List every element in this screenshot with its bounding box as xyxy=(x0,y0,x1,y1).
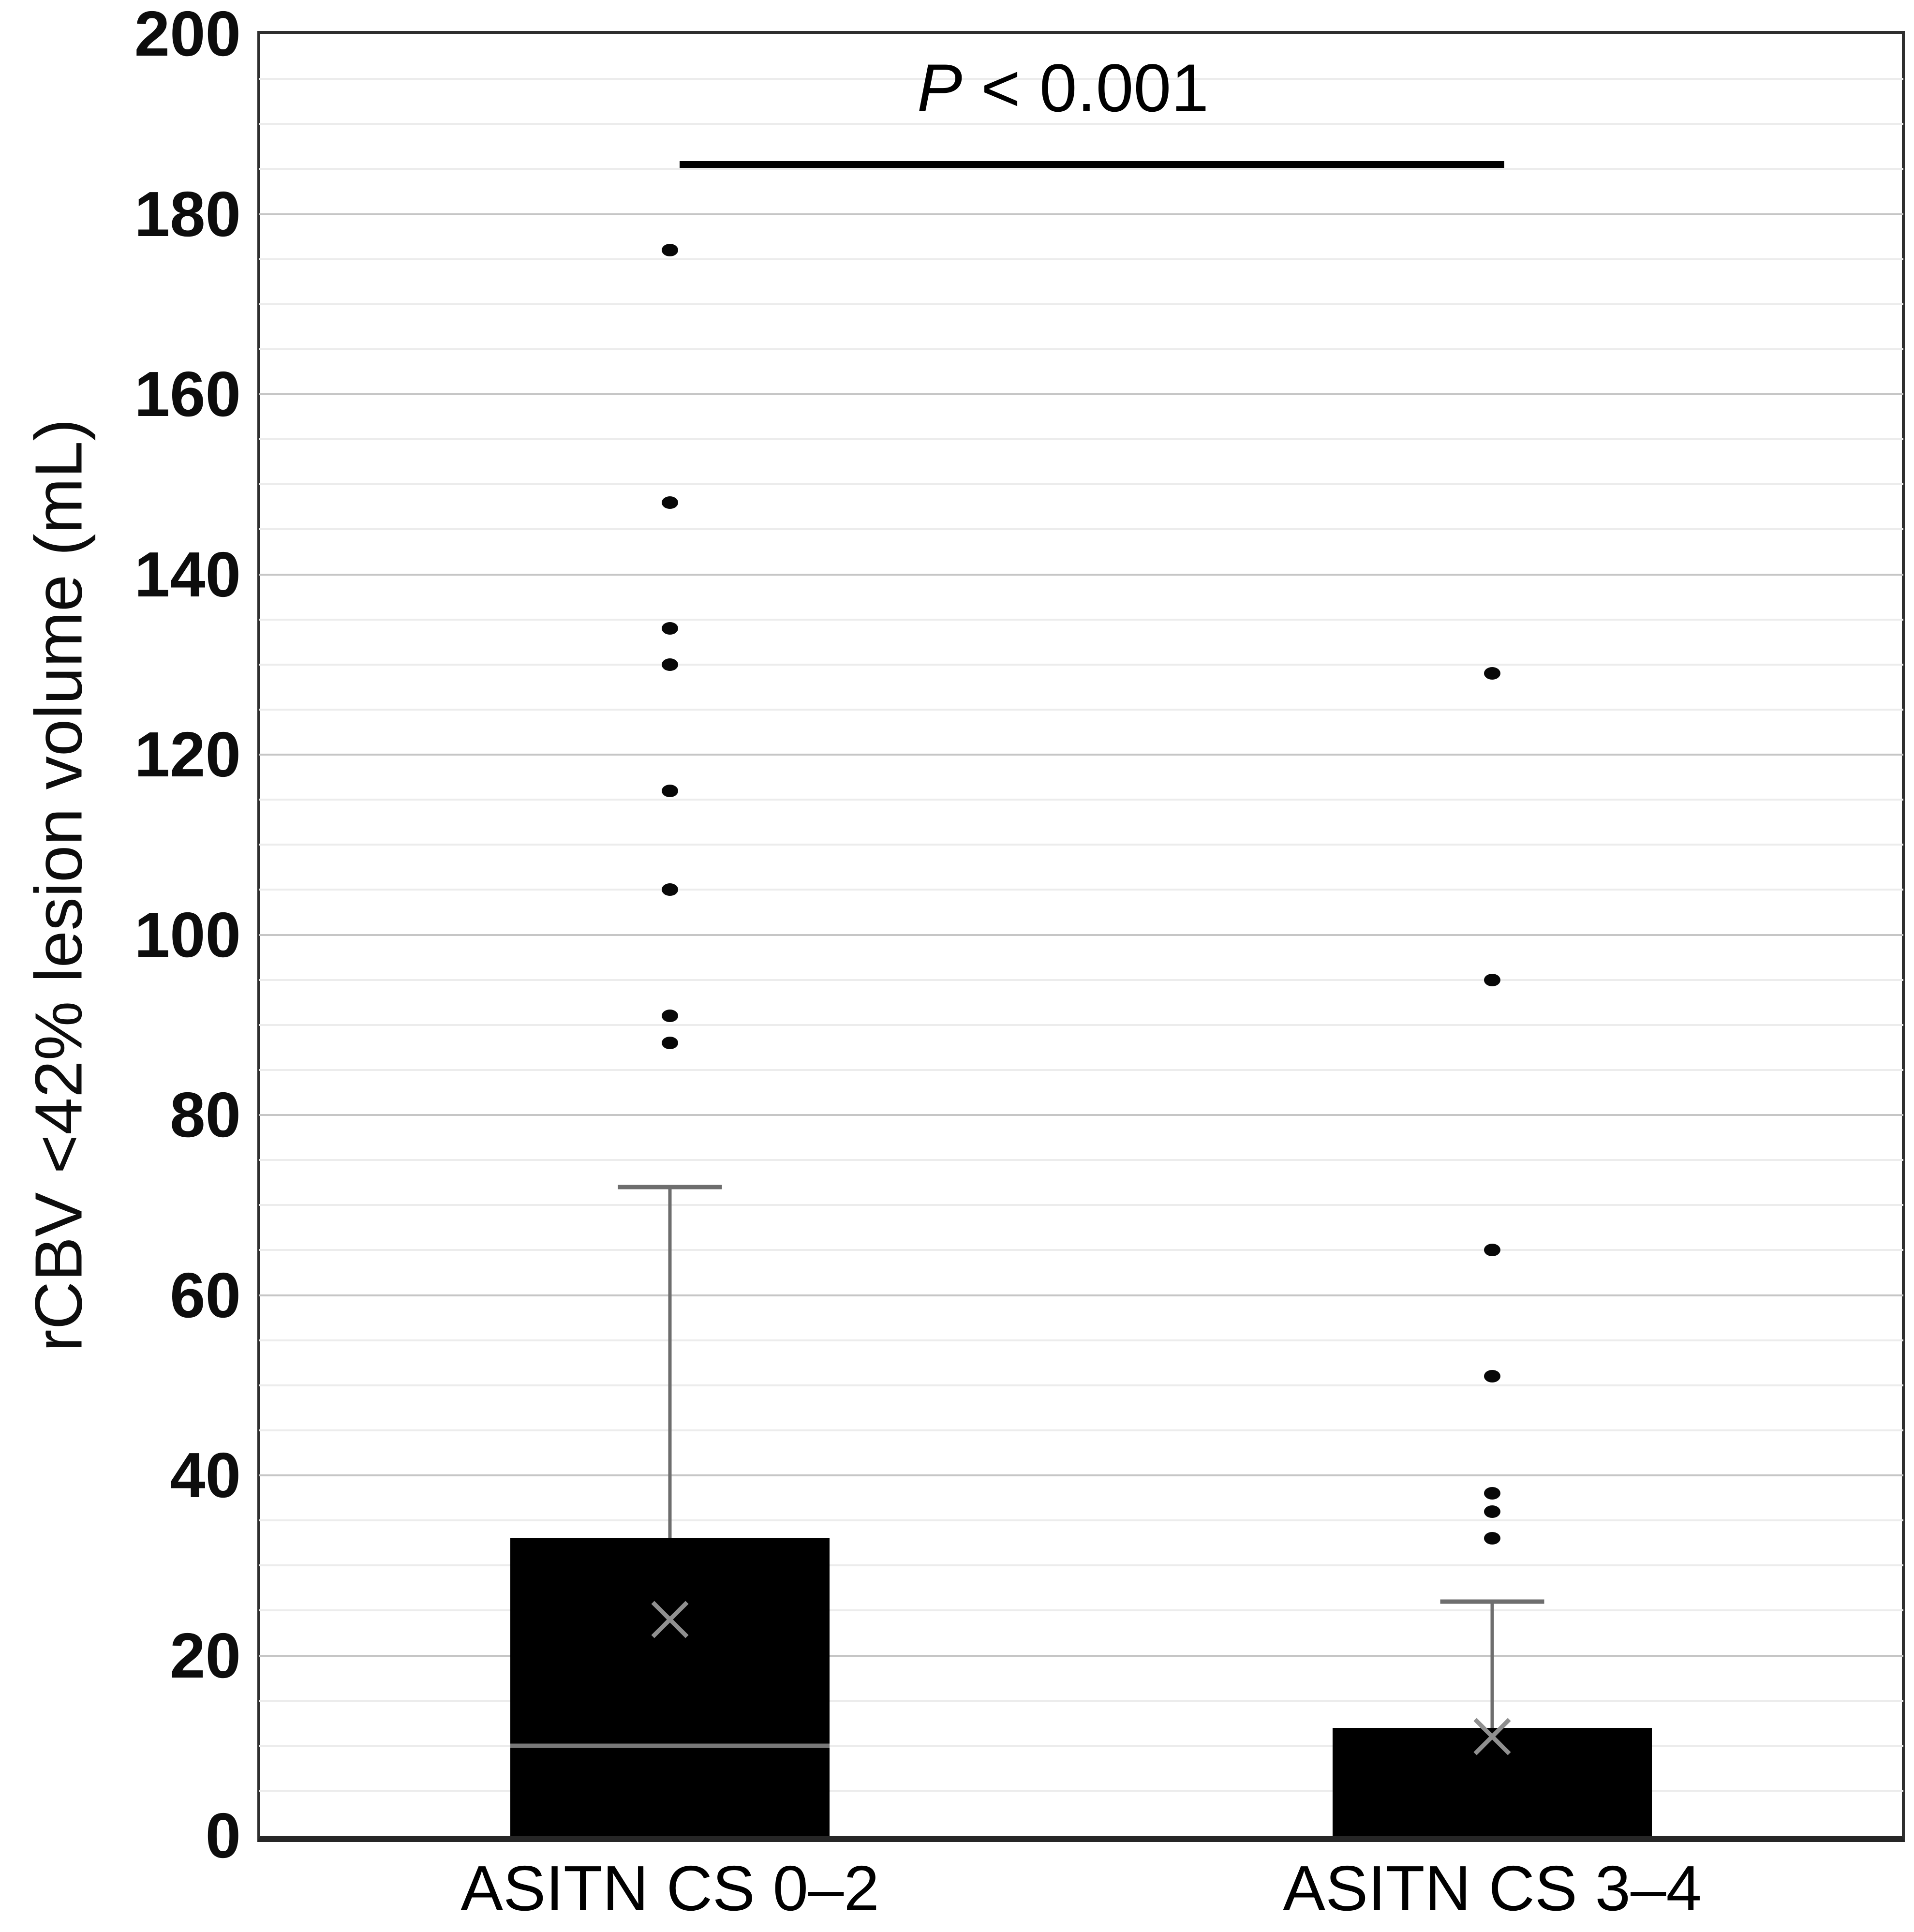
y-minor-gridline xyxy=(259,78,1903,80)
y-major-gridline xyxy=(259,1294,1903,1296)
y-minor-gridline xyxy=(259,663,1903,666)
outlier-dot xyxy=(662,784,678,797)
outlier-dot xyxy=(1484,1244,1500,1257)
y-minor-gridline xyxy=(259,1339,1903,1341)
y-minor-gridline xyxy=(259,1519,1903,1522)
outlier-dot xyxy=(662,883,678,896)
y-minor-gridline xyxy=(259,1429,1903,1431)
y-major-gridline xyxy=(259,1474,1903,1476)
y-tick-label: 0 xyxy=(205,1800,241,1871)
y-tick-label: 60 xyxy=(170,1259,241,1331)
y-minor-gridline xyxy=(259,1249,1903,1251)
y-major-gridline xyxy=(259,1654,1903,1657)
outlier-dot xyxy=(662,658,678,671)
y-minor-gridline xyxy=(259,708,1903,711)
outlier-dot xyxy=(1484,1532,1500,1545)
y-tick-label: 200 xyxy=(134,0,241,69)
y-minor-gridline xyxy=(259,168,1903,170)
outlier-dot xyxy=(1484,973,1500,986)
y-minor-gridline xyxy=(259,1609,1903,1612)
y-minor-gridline xyxy=(259,844,1903,846)
y-tick-label: 80 xyxy=(170,1079,241,1150)
box-asitn-cs-3-4 xyxy=(1333,1727,1652,1836)
outlier-dot xyxy=(1484,1505,1500,1518)
y-major-gridline xyxy=(259,573,1903,576)
outlier-dot xyxy=(1484,667,1500,680)
median-line xyxy=(510,1743,830,1748)
y-minor-gridline xyxy=(259,303,1903,305)
y-minor-gridline xyxy=(259,799,1903,801)
outlier-dot xyxy=(662,1010,678,1023)
y-tick-label: 100 xyxy=(134,899,241,970)
outlier-dot xyxy=(662,496,678,509)
significance-annotation: P < 0.001 xyxy=(917,54,1209,122)
y-minor-gridline xyxy=(259,618,1903,621)
outlier-dot xyxy=(662,244,678,256)
y-minor-gridline xyxy=(259,483,1903,486)
mean-marker xyxy=(1468,1712,1516,1761)
p-value-symbol: P xyxy=(917,49,963,126)
y-minor-gridline xyxy=(259,528,1903,531)
y-axis-title: rCBV <42% lesion volume (mL) xyxy=(21,418,96,1352)
outlier-dot xyxy=(662,1037,678,1049)
y-tick-label: 160 xyxy=(134,358,241,430)
p-value-rest: < 0.001 xyxy=(962,49,1209,126)
y-minor-gridline xyxy=(259,438,1903,441)
y-tick-label: 180 xyxy=(134,178,241,250)
y-minor-gridline xyxy=(259,889,1903,891)
y-minor-gridline xyxy=(259,1744,1903,1747)
y-minor-gridline xyxy=(259,258,1903,260)
whisker-cap xyxy=(1440,1599,1544,1604)
y-major-gridline xyxy=(259,213,1903,215)
y-minor-gridline xyxy=(259,979,1903,981)
y-minor-gridline xyxy=(259,1204,1903,1206)
outlier-dot xyxy=(662,622,678,635)
whisker-line xyxy=(668,1187,672,1539)
y-minor-gridline xyxy=(259,1384,1903,1386)
y-tick-label: 120 xyxy=(134,719,241,790)
y-minor-gridline xyxy=(259,1699,1903,1702)
y-tick-label: 140 xyxy=(134,538,241,610)
plot-frame xyxy=(257,31,1905,1842)
box-asitn-cs-0-2 xyxy=(510,1538,830,1836)
x-category-label: ASITN CS 0–2 xyxy=(460,1853,879,1924)
y-major-gridline xyxy=(259,1114,1903,1116)
whisker-line xyxy=(1490,1601,1494,1728)
outlier-dot xyxy=(1484,1487,1500,1500)
mean-marker xyxy=(646,1595,694,1644)
y-minor-gridline xyxy=(259,1789,1903,1792)
y-tick-label: 20 xyxy=(170,1620,241,1691)
significance-line xyxy=(680,161,1504,168)
y-minor-gridline xyxy=(259,1069,1903,1071)
y-major-gridline xyxy=(259,934,1903,936)
y-minor-gridline xyxy=(259,123,1903,125)
x-category-label: ASITN CS 3–4 xyxy=(1283,1853,1702,1924)
y-major-gridline xyxy=(259,393,1903,395)
y-minor-gridline xyxy=(259,1159,1903,1161)
y-minor-gridline xyxy=(259,348,1903,350)
outlier-dot xyxy=(1484,1370,1500,1383)
y-major-gridline xyxy=(259,754,1903,756)
y-minor-gridline xyxy=(259,1024,1903,1026)
y-tick-label: 40 xyxy=(170,1440,241,1511)
y-minor-gridline xyxy=(259,1564,1903,1567)
whisker-cap xyxy=(618,1185,722,1189)
